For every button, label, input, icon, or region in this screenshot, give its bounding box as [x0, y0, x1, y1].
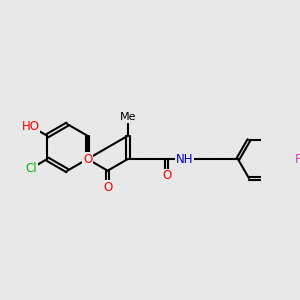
- Text: F: F: [295, 152, 300, 166]
- Text: HO: HO: [22, 120, 40, 133]
- Text: O: O: [83, 152, 92, 166]
- Text: O: O: [162, 169, 171, 182]
- Text: O: O: [103, 181, 112, 194]
- Text: NH: NH: [176, 152, 194, 166]
- Text: Cl: Cl: [25, 162, 37, 175]
- Text: Me: Me: [120, 112, 136, 122]
